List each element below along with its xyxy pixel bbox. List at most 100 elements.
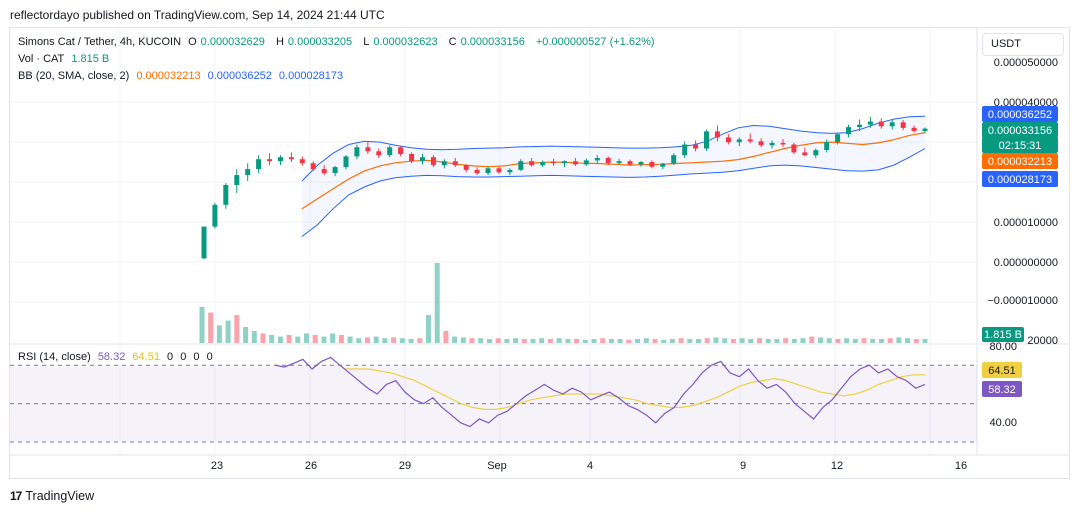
candle-body bbox=[430, 157, 436, 166]
time-tick-label: 23 bbox=[211, 460, 223, 472]
footer-brand[interactable]: 17 TradingView bbox=[10, 489, 94, 503]
volume-bar bbox=[835, 339, 841, 343]
volume-bar bbox=[669, 339, 675, 343]
volume-bar bbox=[600, 338, 606, 343]
candle-body bbox=[704, 131, 709, 149]
volume-bar bbox=[704, 338, 710, 343]
legend-rsi: RSI (14, close) 58.32 64.51 0 0 0 0 bbox=[18, 351, 217, 363]
volume-bar bbox=[295, 336, 301, 343]
time-tick-label: 9 bbox=[740, 460, 746, 472]
candle-body bbox=[867, 121, 873, 125]
volume-bar bbox=[661, 339, 667, 343]
volume-bar bbox=[748, 339, 754, 343]
rsi-value-badge-bg bbox=[982, 381, 1022, 397]
candle-body bbox=[780, 142, 786, 145]
volume-bar bbox=[617, 339, 623, 343]
volume-bar bbox=[913, 339, 919, 343]
candle-body bbox=[889, 122, 895, 127]
volume-bar bbox=[696, 339, 701, 343]
candle-body bbox=[256, 159, 262, 170]
close-value: C 0.000033156 bbox=[448, 36, 525, 48]
volume-bar bbox=[399, 338, 405, 343]
open-value: O 0.000032629 bbox=[188, 36, 265, 48]
volume-bar bbox=[852, 339, 858, 343]
candle-body bbox=[212, 204, 218, 227]
candle-body bbox=[857, 124, 862, 128]
candle-body bbox=[529, 161, 535, 166]
volume-bar bbox=[565, 339, 571, 343]
volume-bar bbox=[626, 339, 632, 343]
rsi-value: 58.32 bbox=[97, 351, 126, 363]
bb-upper-line bbox=[301, 115, 926, 182]
candle-body bbox=[354, 147, 360, 157]
brand-name: TradingView bbox=[25, 489, 95, 503]
volume-bar bbox=[652, 339, 658, 343]
volume-bar bbox=[417, 338, 423, 343]
volume-bar bbox=[443, 331, 449, 343]
volume-bar bbox=[251, 331, 257, 343]
volume-label[interactable]: Vol · CAT bbox=[18, 53, 65, 65]
candle-body bbox=[343, 156, 349, 168]
candle-body bbox=[267, 159, 272, 162]
candle-body bbox=[616, 161, 622, 164]
high-value: H 0.000033205 bbox=[275, 36, 353, 48]
time-tick-label: 16 bbox=[955, 460, 967, 472]
change-value: +0.000000527 (+1.62%) bbox=[535, 36, 655, 48]
volume-bar bbox=[408, 339, 414, 343]
volume-bar bbox=[774, 339, 780, 343]
volume-bar bbox=[582, 339, 588, 343]
volume-bar bbox=[391, 337, 397, 343]
time-tick-label: 12 bbox=[831, 460, 843, 472]
volume-bar bbox=[896, 337, 902, 343]
rsi-extra-2: 0 bbox=[180, 351, 187, 363]
candle-body bbox=[278, 157, 283, 162]
rsi-ma-badge-bg bbox=[982, 362, 1022, 378]
volume-bar bbox=[487, 339, 492, 343]
volume-bar bbox=[739, 338, 745, 343]
bb-label[interactable]: BB (20, SMA, close, 2) bbox=[18, 70, 130, 82]
volume-bar bbox=[426, 315, 431, 343]
price-tick-label: −0.000010000 bbox=[987, 295, 1058, 307]
symbol-title[interactable]: Simons Cat / Tether, 4h, KUCOIN bbox=[18, 36, 182, 48]
low-value: L 0.000032623 bbox=[363, 36, 438, 48]
volume-bar bbox=[783, 338, 789, 343]
candle-body bbox=[332, 167, 338, 173]
volume-bar bbox=[495, 338, 501, 343]
volume-bar bbox=[643, 338, 649, 343]
candle-body bbox=[572, 161, 578, 165]
candle-body bbox=[769, 142, 775, 146]
upper-band-badge: 0.000036252 bbox=[988, 109, 1052, 121]
currency-button[interactable]: USDT bbox=[982, 33, 1064, 56]
candle-body bbox=[551, 162, 557, 164]
volume-bar bbox=[539, 338, 545, 343]
candle-body bbox=[900, 122, 906, 128]
bb-fill bbox=[302, 116, 925, 237]
candle-body bbox=[562, 161, 567, 164]
volume-bar bbox=[635, 339, 640, 343]
volume-bar bbox=[478, 338, 484, 343]
volume-bar bbox=[730, 339, 736, 343]
bb-lower-line bbox=[301, 148, 926, 237]
candle-body bbox=[660, 163, 666, 167]
volume-value: 1.815 B bbox=[71, 53, 110, 65]
rsi-extra-4: 0 bbox=[206, 351, 213, 363]
candle-body bbox=[398, 147, 404, 154]
candle-body bbox=[485, 168, 491, 174]
volume-bar bbox=[844, 338, 850, 343]
candle-body bbox=[802, 152, 808, 156]
volume-bar bbox=[530, 339, 536, 343]
basis-badge-bg bbox=[982, 153, 1058, 169]
candle-body bbox=[376, 151, 382, 156]
volume-bar bbox=[556, 338, 562, 343]
volume-bar bbox=[234, 315, 240, 343]
volume-bar bbox=[809, 336, 815, 343]
chart-frame bbox=[9, 27, 1070, 479]
volume-bar bbox=[269, 335, 275, 343]
rsi-label[interactable]: RSI (14, close) bbox=[18, 351, 91, 363]
volume-bar bbox=[887, 338, 893, 343]
volume-bar bbox=[208, 312, 214, 343]
volume-bar bbox=[338, 335, 344, 343]
volume-bar bbox=[757, 338, 762, 343]
volume-bar bbox=[304, 333, 309, 343]
